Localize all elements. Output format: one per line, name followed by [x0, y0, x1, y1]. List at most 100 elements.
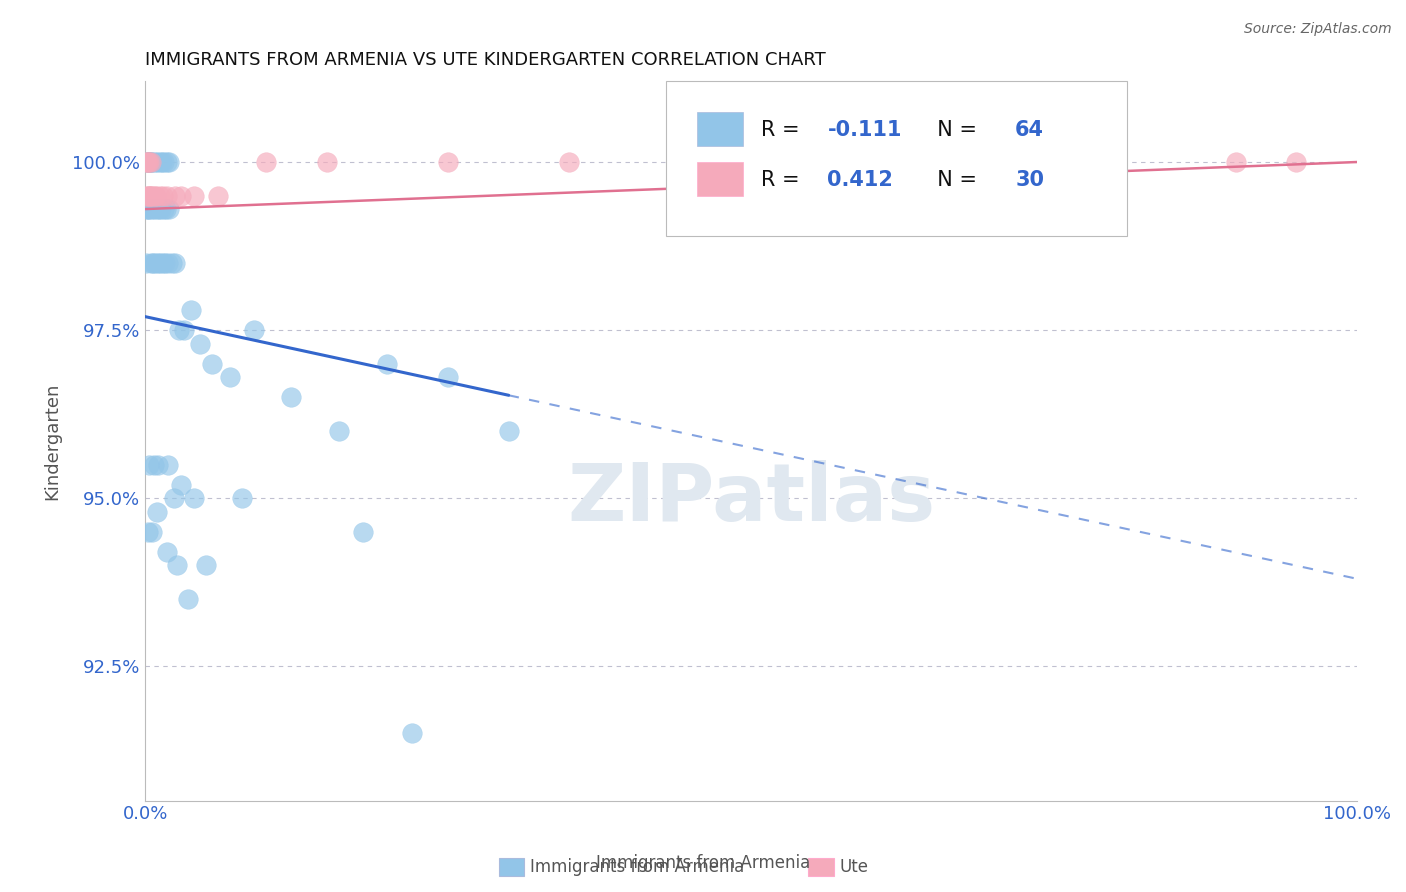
Text: Ute: Ute: [839, 858, 869, 876]
Point: [135, 155, 157, 169]
Y-axis label: Kindergarten: Kindergarten: [44, 383, 60, 500]
Point: [153, 256, 176, 270]
Point: [188, 336, 211, 351]
Point: [173, 323, 195, 337]
Point: [149, 188, 172, 202]
Point: [157, 458, 180, 472]
Text: Source: ZipAtlas.com: Source: ZipAtlas.com: [1244, 22, 1392, 37]
Point: [437, 370, 460, 384]
Point: [150, 155, 173, 169]
Point: [145, 202, 167, 216]
Point: [149, 155, 172, 169]
Text: N =: N =: [924, 169, 984, 190]
Point: [183, 491, 205, 505]
Text: IMMIGRANTS FROM ARMENIA VS UTE KINDERGARTEN CORRELATION CHART: IMMIGRANTS FROM ARMENIA VS UTE KINDERGAR…: [145, 51, 825, 69]
Point: [141, 188, 163, 202]
Point: [183, 188, 205, 202]
Point: [148, 202, 170, 216]
Point: [165, 188, 187, 202]
Point: [160, 256, 183, 270]
Point: [201, 357, 224, 371]
FancyBboxPatch shape: [696, 162, 742, 196]
Point: [138, 155, 160, 169]
Point: [141, 155, 163, 169]
Point: [231, 491, 253, 505]
Point: [1285, 155, 1308, 169]
Point: [254, 155, 277, 169]
Point: [136, 524, 159, 539]
Text: R =: R =: [761, 169, 806, 190]
Point: [176, 591, 198, 606]
Point: [153, 155, 176, 169]
Point: [135, 202, 157, 216]
Point: [437, 155, 460, 169]
Text: R =: R =: [761, 120, 806, 139]
Text: Immigrants from Armenia: Immigrants from Armenia: [596, 855, 810, 872]
Point: [136, 202, 159, 216]
Point: [145, 256, 167, 270]
Point: [148, 458, 170, 472]
Point: [194, 558, 217, 573]
Point: [145, 188, 167, 202]
Point: [165, 256, 187, 270]
Point: [860, 155, 883, 169]
Point: [156, 155, 179, 169]
Point: [135, 155, 157, 169]
Point: [146, 155, 169, 169]
Text: N =: N =: [924, 120, 984, 139]
Point: [163, 491, 186, 505]
Point: [170, 477, 193, 491]
Point: [166, 558, 188, 573]
Point: [1225, 155, 1247, 169]
Point: [170, 188, 193, 202]
Point: [156, 545, 179, 559]
Point: [142, 458, 165, 472]
Point: [138, 202, 160, 216]
Point: [139, 256, 162, 270]
Point: [141, 188, 163, 202]
Point: [1104, 155, 1126, 169]
Point: [377, 357, 399, 371]
Point: [142, 256, 165, 270]
Point: [157, 202, 180, 216]
Point: [558, 155, 581, 169]
Point: [156, 256, 179, 270]
FancyBboxPatch shape: [696, 112, 742, 146]
Point: [498, 424, 520, 438]
Text: -0.111: -0.111: [827, 120, 901, 139]
Point: [136, 188, 159, 202]
Point: [328, 424, 350, 438]
Point: [135, 155, 157, 169]
Point: [280, 390, 302, 404]
Point: [143, 188, 166, 202]
Point: [983, 155, 1005, 169]
Text: ZIPatlas: ZIPatlas: [567, 459, 935, 538]
Text: 64: 64: [1015, 120, 1045, 139]
Point: [219, 370, 242, 384]
Point: [138, 188, 160, 202]
Point: [156, 188, 179, 202]
Point: [135, 188, 157, 202]
Point: [146, 256, 169, 270]
Point: [136, 155, 159, 169]
Point: [180, 302, 202, 317]
Point: [740, 155, 762, 169]
Point: [149, 256, 172, 270]
Point: [207, 188, 229, 202]
Point: [136, 155, 159, 169]
FancyBboxPatch shape: [666, 81, 1126, 236]
Point: [141, 202, 163, 216]
Point: [155, 202, 177, 216]
Point: [401, 726, 423, 740]
Point: [143, 202, 166, 216]
Text: 30: 30: [1015, 169, 1045, 190]
Point: [139, 155, 162, 169]
Point: [143, 155, 166, 169]
Point: [167, 323, 190, 337]
Point: [352, 524, 374, 539]
Point: [139, 188, 162, 202]
Point: [152, 188, 174, 202]
Point: [146, 505, 169, 519]
Point: [152, 256, 174, 270]
Point: [135, 256, 157, 270]
